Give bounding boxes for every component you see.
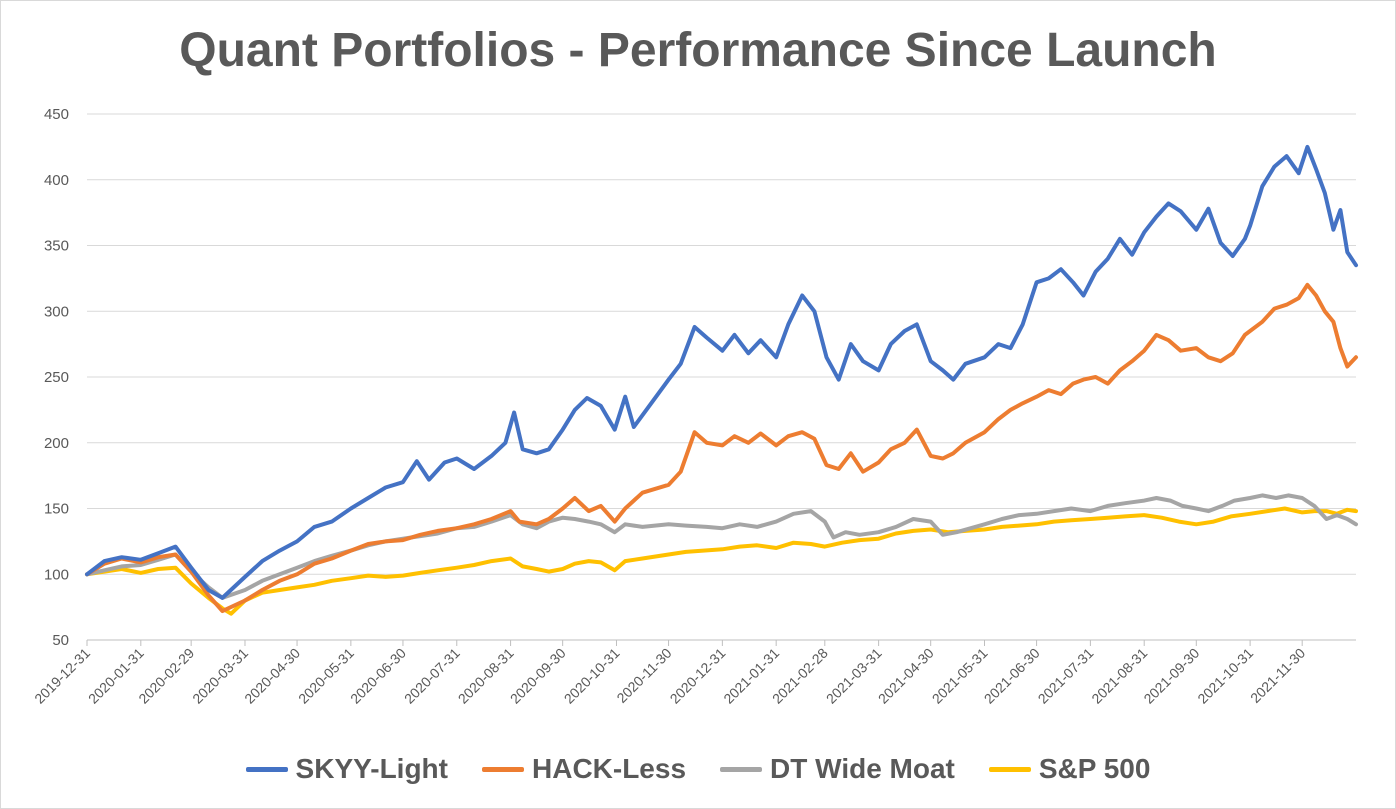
x-tick-label: 2021-04-30 bbox=[875, 645, 937, 707]
x-tick-label: 2020-12-31 bbox=[667, 645, 729, 707]
legend-label: S&P 500 bbox=[1038, 753, 1151, 784]
series-line-skyy-light bbox=[85, 144, 1358, 600]
y-tick-label: 400 bbox=[44, 172, 69, 189]
series-line-s-p-500 bbox=[85, 506, 1358, 616]
x-tick-label: 2020-07-31 bbox=[401, 645, 463, 707]
x-tick-label: 2021-09-30 bbox=[1140, 645, 1202, 707]
legend-item-s-p-500: S&P 500 bbox=[988, 753, 1151, 785]
y-tick-label: 100 bbox=[44, 566, 69, 583]
x-tick-label: 2021-07-31 bbox=[1035, 645, 1097, 707]
legend-swatch bbox=[245, 766, 288, 772]
x-tick-label: 2019-12-31 bbox=[31, 645, 93, 707]
x-tick-label: 2020-10-31 bbox=[561, 645, 623, 707]
x-tick-label: 2020-11-30 bbox=[613, 645, 674, 706]
legend-item-hack-less: HACK-Less bbox=[482, 753, 686, 785]
series-line-dt-wide-moat bbox=[85, 493, 1358, 600]
legend: SKYY-Light HACK-Less DT Wide Moat S&P 500 bbox=[1, 753, 1395, 785]
x-tick-label: 2021-06-30 bbox=[981, 645, 1043, 707]
y-tick-label: 350 bbox=[44, 238, 69, 255]
legend-item-dt-wide-moat: DT Wide Moat bbox=[720, 753, 955, 785]
series-line-hack-less bbox=[85, 282, 1358, 614]
x-tick-label: 2020-06-30 bbox=[347, 645, 409, 707]
y-tick-label: 250 bbox=[44, 369, 69, 386]
legend-item-skyy-light: SKYY-Light bbox=[245, 753, 448, 785]
chart-title: Quant Portfolios - Performance Since Lau… bbox=[179, 24, 1217, 77]
gridlines bbox=[87, 113, 1356, 641]
y-tick-label: 300 bbox=[44, 303, 69, 320]
series-lines bbox=[85, 144, 1358, 616]
y-tick-label: 150 bbox=[44, 501, 69, 518]
x-tick-label: 2021-11-30 bbox=[1247, 645, 1308, 706]
legend-swatch bbox=[720, 766, 763, 772]
legend-label: DT Wide Moat bbox=[770, 753, 955, 784]
y-tick-label: 200 bbox=[44, 435, 69, 452]
legend-label: HACK-Less bbox=[532, 753, 687, 784]
y-tick-label: 450 bbox=[44, 106, 69, 123]
x-axis-ticks: 2019-12-312020-01-312020-02-292020-03-31… bbox=[31, 640, 1308, 707]
x-tick-label: 2021-10-31 bbox=[1194, 645, 1256, 707]
legend-swatch bbox=[482, 766, 524, 772]
legend-label: SKYY-Light bbox=[295, 753, 448, 784]
legend-swatch bbox=[988, 766, 1031, 772]
y-axis-ticks: 50 100 150 200 250 300 350 400 450 bbox=[44, 106, 69, 649]
y-tick-label: 50 bbox=[52, 632, 69, 649]
x-tick-label: 2020-04-30 bbox=[241, 645, 303, 707]
x-tick-label: 2020-09-30 bbox=[507, 645, 569, 707]
